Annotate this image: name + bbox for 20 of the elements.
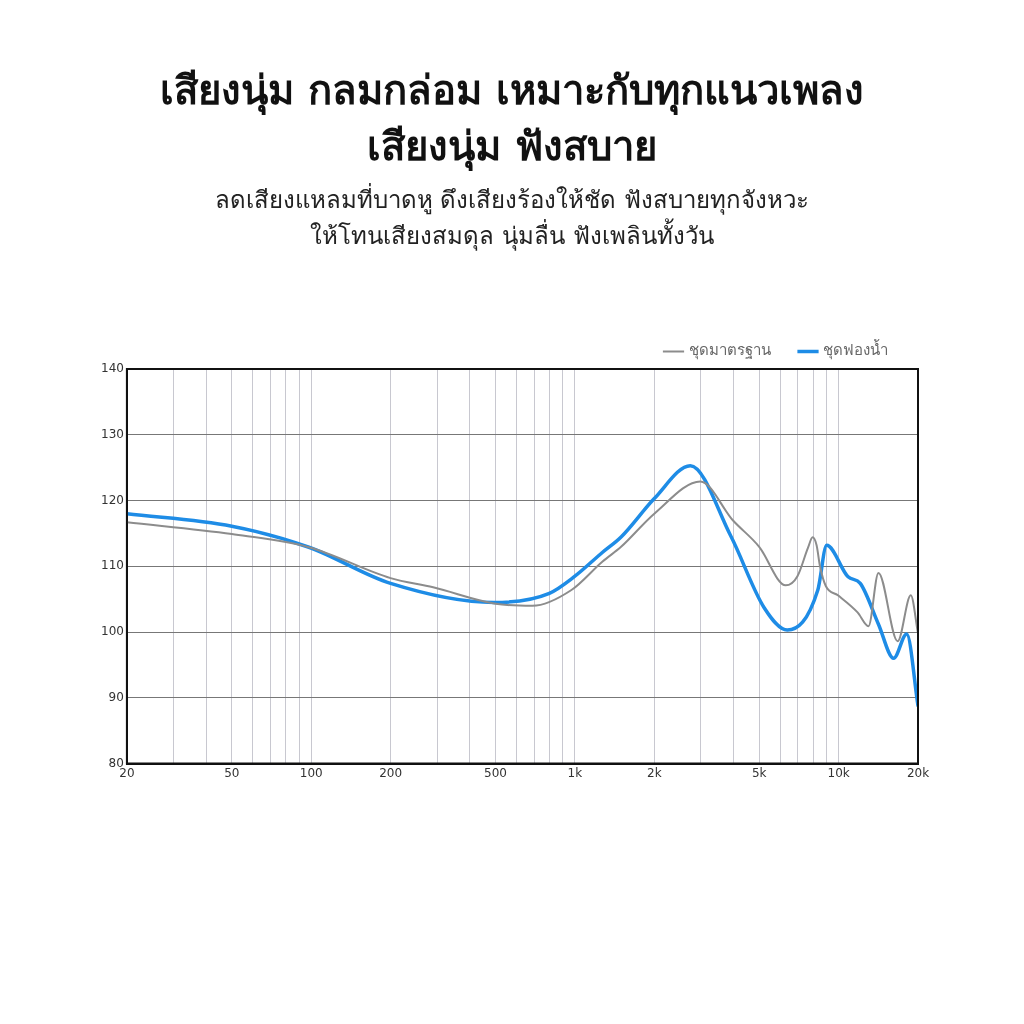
x-tick-label: 200 (379, 765, 403, 780)
x-tick-label: 5k (751, 765, 767, 780)
legend-label: ชุดมาตรฐาน (688, 341, 771, 361)
chart-subtitle: ลดเสียงแหลมที่บาดหู ดึงเสียงร้องให้ชัด ฟังสบายทุกจังหวะ ให้โทนเสียงสมดุล นุ่มลื่น ฟังเพลินทั้งวัน (213, 182, 811, 253)
chart-title: เสียงนุ่ม กลมกล่อม เหมาะกับทุกแนวเพลง เสียงนุ่ม ฟังสบาย (159, 66, 865, 173)
y-tick-label: 100 (101, 624, 124, 639)
y-tick-label: 140 (101, 361, 124, 376)
x-tick-label: 2k (647, 765, 662, 780)
y-tick-label: 130 (101, 426, 124, 441)
y-tick-label: 110 (101, 558, 124, 573)
x-tick-label: 20k (906, 765, 930, 780)
x-tick-label: 100 (299, 765, 323, 780)
x-tick-label: 1k (567, 765, 583, 780)
x-tick-label: 500 (484, 765, 507, 780)
y-tick-label: 90 (108, 689, 124, 704)
x-tick-label: 10k (827, 765, 850, 780)
legend-label: ชุดฟองน้ำ (823, 339, 888, 361)
y-tick-label: 120 (101, 492, 124, 507)
x-tick-label: 20 (119, 765, 135, 780)
x-tick-label: 50 (224, 765, 240, 780)
